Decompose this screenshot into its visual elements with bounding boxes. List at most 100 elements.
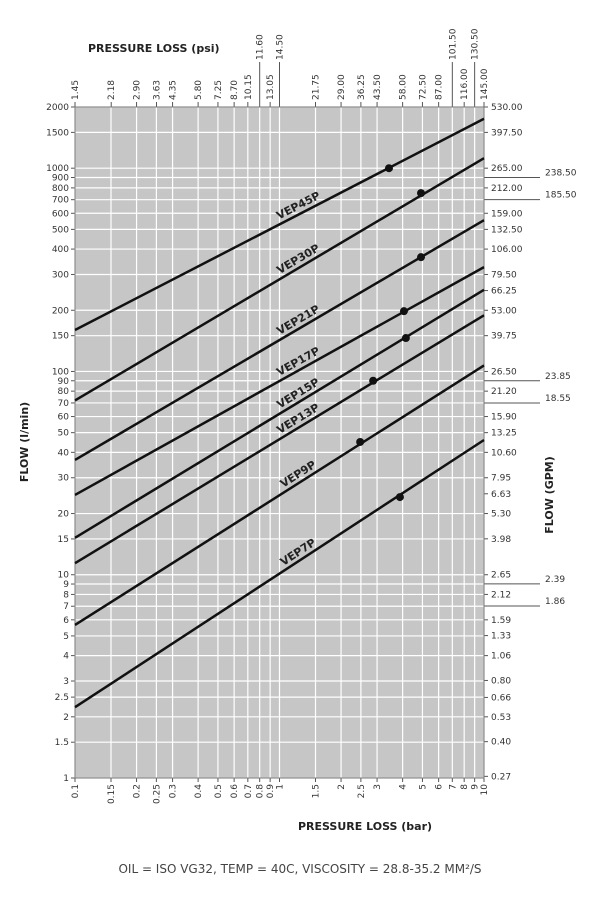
- y2-tick-label: 530.00: [491, 103, 523, 113]
- y2-tick-label: 159.00: [491, 209, 523, 219]
- x2-tick-label: 36.25: [357, 74, 367, 100]
- y-tick-label: 70: [58, 399, 70, 409]
- y2-tick-label: 18.55: [545, 394, 571, 404]
- series-line: [74, 117, 485, 332]
- x2-tick-label: 7.25: [214, 80, 224, 100]
- y2-tick-label: 21.20: [491, 387, 517, 397]
- y2-tick-label: 53.00: [491, 306, 517, 316]
- x2-tick-label: 11.60: [256, 34, 266, 60]
- y-tick-label: 9: [63, 580, 69, 590]
- x-tick-label: 3: [373, 784, 383, 790]
- x2-tick-label: 101.50: [448, 28, 458, 60]
- y-tick-label: 2: [63, 713, 69, 723]
- rated-point: [417, 189, 426, 198]
- y2-tick-label: 265.00: [491, 164, 523, 174]
- x-tick-label: 0.6: [230, 784, 240, 799]
- y2-tick-label: 23.85: [545, 372, 571, 382]
- y-tick-label: 40: [58, 448, 70, 458]
- y-axis-title: FLOW (l/min): [18, 402, 31, 482]
- y2-tick-label: 0.53: [491, 713, 511, 723]
- x-tick-label: 0.15: [107, 784, 117, 804]
- y2-axis-title: FLOW (GPM): [543, 456, 556, 534]
- x-tick-label: 10: [480, 784, 490, 796]
- y-tick-label: 100: [52, 367, 69, 377]
- x2-axis-title: PRESSURE LOSS (psi): [88, 42, 220, 55]
- y2-tick-label: 0.27: [491, 772, 511, 782]
- y-tick-label: 600: [52, 209, 69, 219]
- y2-tick-label: 185.50: [545, 191, 577, 201]
- rated-point: [384, 164, 393, 173]
- x2-tick-label: 72.50: [418, 74, 428, 100]
- x2-tick-label: 13.05: [266, 74, 276, 100]
- x-tick-label: 0.9: [266, 784, 276, 799]
- x2-tick-label: 2.18: [107, 80, 117, 100]
- y-tick-label: 15: [58, 535, 69, 545]
- y2-tick-label: 15.90: [491, 413, 517, 423]
- series-line: [74, 157, 485, 402]
- y2-tick-label: 2.39: [545, 575, 565, 585]
- rated-point: [399, 307, 408, 316]
- x2-tick-label: 1.45: [71, 80, 81, 100]
- footnote: OIL = ISO VG32, TEMP = 40C, VISCOSITY = …: [118, 862, 481, 876]
- y-tick-label: 60: [58, 413, 70, 423]
- y-tick-label: 4: [63, 652, 69, 662]
- x-tick-label: 0.1: [71, 784, 81, 798]
- y-tick-label: 10: [58, 571, 70, 581]
- y-tick-label: 500: [52, 225, 69, 235]
- y-tick-label: 20: [58, 510, 70, 520]
- y2-tick-label: 66.25: [491, 287, 517, 297]
- x2-tick-label: 87.00: [435, 74, 445, 100]
- rated-point: [401, 334, 410, 343]
- y2-tick-label: 13.25: [491, 429, 517, 439]
- x2-tick-label: 10.15: [244, 74, 254, 100]
- x2-tick-label: 43.50: [373, 74, 383, 100]
- y2-tick-label: 1.33: [491, 632, 511, 642]
- y2-tick-label: 3.98: [491, 535, 511, 545]
- y-tick-label: 2000: [46, 103, 69, 113]
- x-tick-label: 5: [418, 784, 428, 790]
- y-tick-label: 7: [63, 602, 69, 612]
- rated-point: [417, 253, 426, 262]
- y-tick-label: 2.5: [55, 693, 69, 703]
- x-tick-label: 1.5: [312, 784, 322, 798]
- y-tick-label: 5: [63, 632, 69, 642]
- y2-tick-label: 26.50: [491, 367, 517, 377]
- y-tick-label: 200: [52, 306, 69, 316]
- y2-tick-label: 212.00: [491, 184, 523, 194]
- y2-tick-label: 132.50: [491, 225, 523, 235]
- y2-tick-label: 0.80: [491, 676, 511, 686]
- series-line: [74, 364, 485, 627]
- y-tick-label: 30: [58, 474, 70, 484]
- rated-point: [395, 493, 404, 502]
- x2-tick-label: 14.50: [276, 34, 286, 60]
- y-tick-label: 6: [63, 616, 69, 626]
- y-tick-label: 700: [52, 196, 69, 206]
- x-tick-label: 0.3: [169, 784, 179, 798]
- series-line: [74, 266, 485, 496]
- x-tick-label: 7: [448, 784, 458, 790]
- y-tick-label: 80: [58, 387, 70, 397]
- x2-tick-label: 116.00: [460, 68, 470, 100]
- x2-tick-label: 4.35: [169, 80, 179, 100]
- plot-frame: [74, 106, 485, 779]
- y2-tick-label: 79.50: [491, 270, 517, 280]
- x-tick-label: 9: [471, 784, 481, 790]
- y-tick-label: 1.5: [55, 738, 69, 748]
- x2-tick-label: 8.70: [230, 80, 240, 100]
- y2-tick-label: 1.06: [491, 652, 511, 662]
- y2-tick-label: 7.95: [491, 474, 511, 484]
- y-tick-label: 300: [52, 270, 69, 280]
- y-tick-label: 1000: [46, 164, 69, 174]
- y2-tick-label: 106.00: [491, 245, 523, 255]
- y-tick-label: 900: [52, 173, 69, 183]
- x-tick-label: 2.5: [357, 784, 367, 798]
- y2-tick-label: 397.50: [491, 128, 523, 138]
- y2-tick-label: 39.75: [491, 332, 517, 342]
- x2-tick-label: 3.63: [153, 80, 163, 100]
- x-axis-title: PRESSURE LOSS (bar): [298, 820, 432, 833]
- y-tick-label: 150: [52, 332, 69, 342]
- x-tick-label: 2: [337, 784, 347, 790]
- series-line: [74, 219, 485, 462]
- x2-tick-label: 29.00: [337, 74, 347, 100]
- series-line: [74, 438, 485, 709]
